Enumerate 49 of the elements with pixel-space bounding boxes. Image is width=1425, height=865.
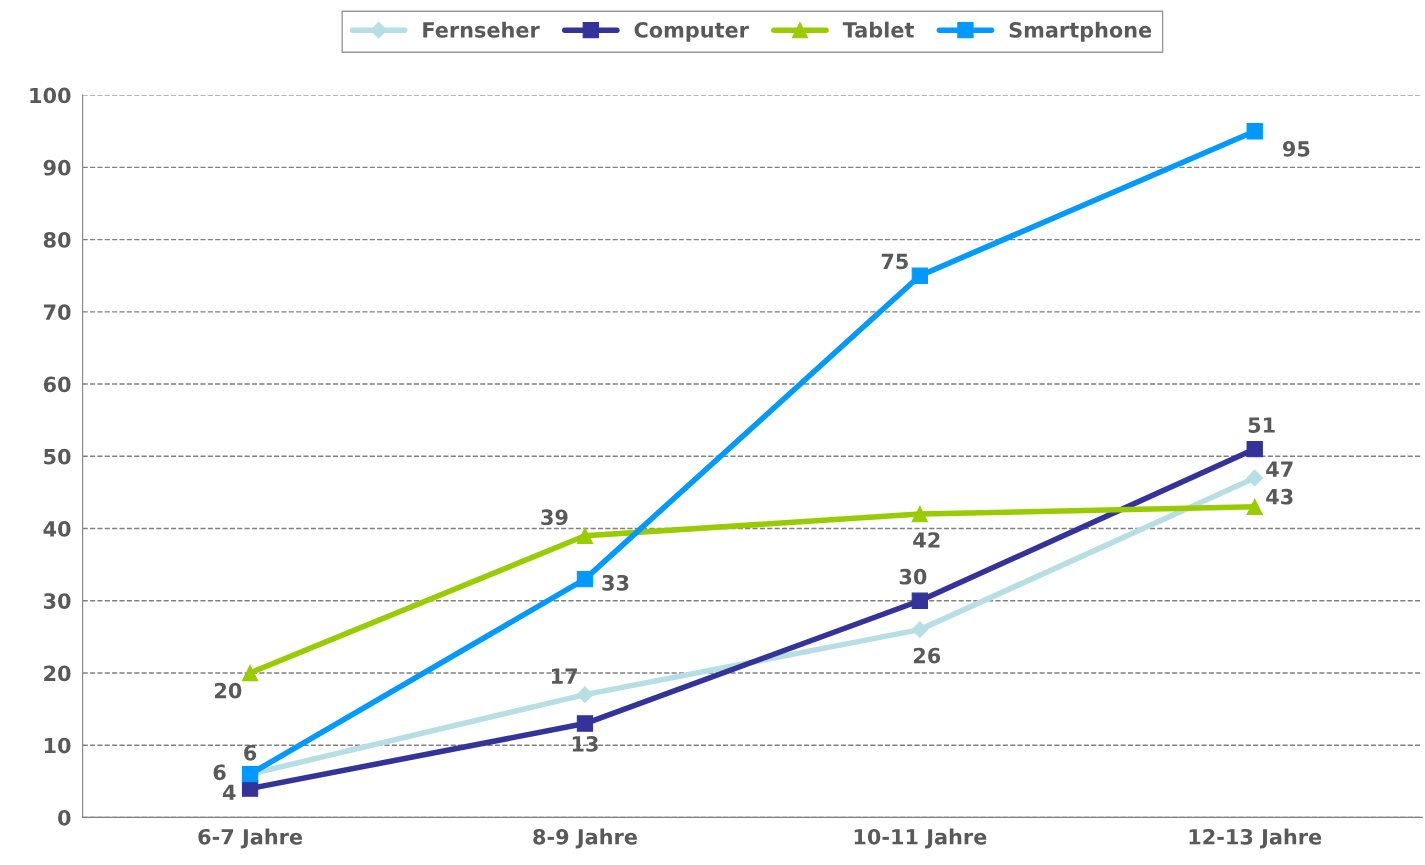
legend-label: Fernseher — [423, 21, 540, 38]
point — [241, 780, 259, 797]
y-tick-label: 20 — [44, 665, 71, 682]
y-tick-label: 60 — [43, 376, 71, 393]
point — [1246, 123, 1263, 140]
data-label: 43 — [1266, 488, 1293, 505]
y-tick-label: 90 — [43, 159, 71, 176]
point — [576, 527, 594, 544]
point — [1246, 469, 1264, 487]
data-label: 95 — [1282, 141, 1310, 157]
point — [241, 664, 259, 682]
point — [911, 592, 928, 609]
data-label: 51 — [1248, 417, 1275, 433]
data-label: 20 — [215, 682, 242, 699]
x-tick-label: 6-7 Jahre — [198, 828, 303, 849]
y-tick-label: 70 — [43, 304, 71, 321]
point — [911, 267, 928, 284]
y-tick-label: 30 — [43, 593, 71, 609]
legend-label: Tablet — [842, 21, 914, 38]
y-tick-label: 50 — [44, 448, 71, 465]
data-label: 33 — [602, 574, 629, 591]
data-label: 47 — [1266, 461, 1293, 477]
x-tick-label: 12-13 Jahre — [1189, 828, 1322, 849]
data-label: 4 — [222, 784, 236, 800]
data-label: 30 — [899, 568, 927, 585]
point — [576, 686, 594, 704]
y-tick-label: 10 — [44, 737, 71, 754]
point — [911, 621, 929, 639]
legend-label: Computer — [634, 22, 749, 42]
y-tick-label: 100 — [30, 87, 71, 104]
data-label: 17 — [551, 668, 577, 684]
x-tick-label: 10-11 Jahre — [854, 828, 987, 849]
point — [1246, 498, 1263, 516]
point — [576, 715, 594, 732]
data-label: 13 — [572, 736, 598, 752]
data-label: 39 — [541, 509, 568, 526]
data-label: 6 — [213, 764, 226, 781]
x-tick-label: 8-9 Jahre — [533, 828, 637, 849]
data-label: 42 — [913, 532, 940, 548]
y-tick-label: 40 — [43, 520, 71, 537]
point — [1246, 440, 1263, 458]
point — [911, 505, 928, 523]
data-label: 75 — [881, 253, 908, 270]
y-tick-label: 0 — [58, 809, 71, 826]
data-label: 6 — [244, 744, 257, 761]
data-label: 26 — [913, 647, 941, 664]
point — [576, 570, 594, 588]
y-tick-label: 80 — [43, 232, 71, 248]
legend-label: Smartphone — [1009, 21, 1152, 42]
